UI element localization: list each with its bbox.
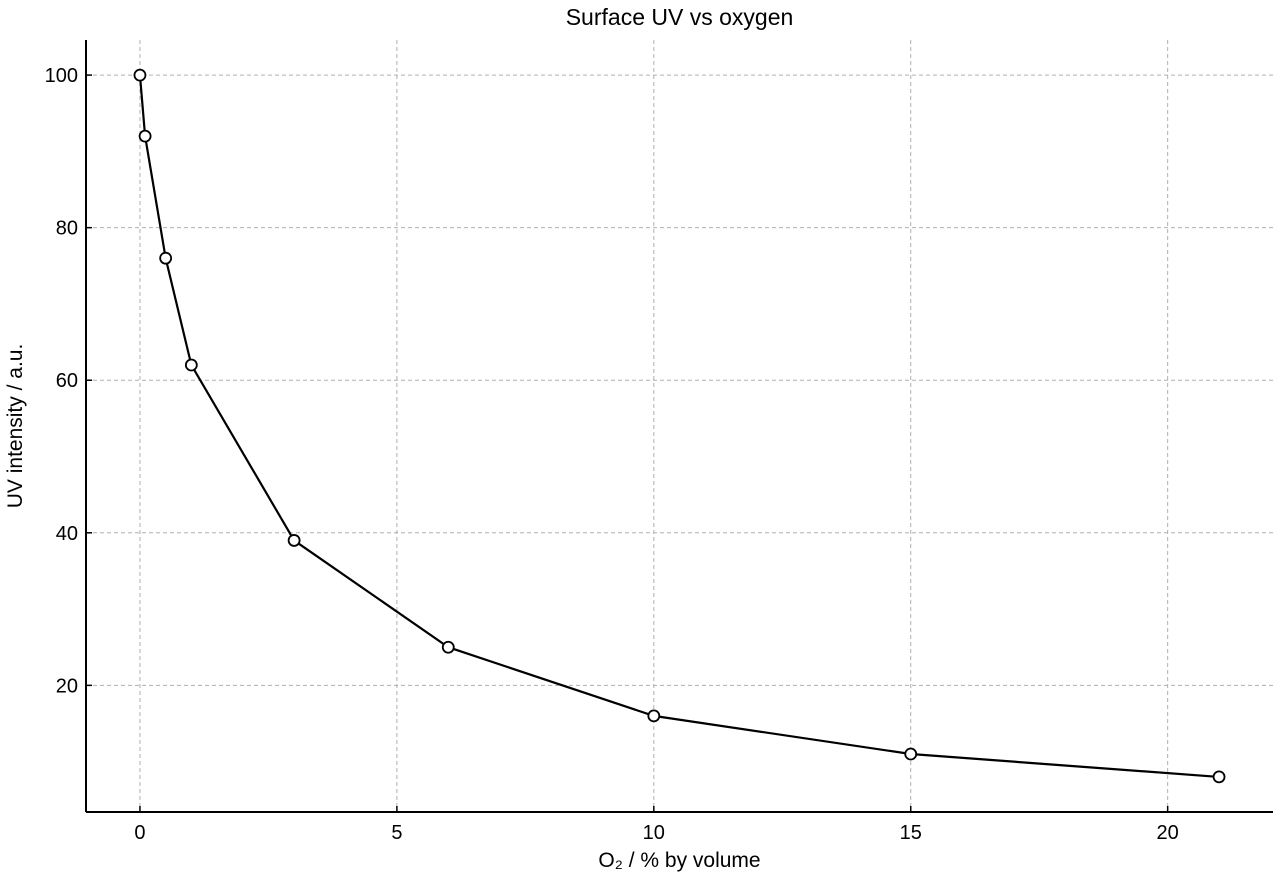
x-tick-label: 0: [134, 822, 145, 844]
data-point: [441, 640, 455, 654]
data-point: [159, 251, 173, 265]
series-line: [138, 74, 1220, 779]
data-point: [1212, 770, 1226, 784]
data-point: [184, 358, 198, 372]
y-tick-label: 20: [56, 675, 78, 697]
chart-title: Surface UV vs oxygen: [566, 4, 794, 30]
y-axis-label: UV intensity / a.u.: [4, 344, 27, 509]
axes: [85, 40, 1273, 813]
grid: [86, 40, 1273, 812]
data-point: [287, 534, 301, 547]
x-axis-label: O₂ / % by volume: [598, 849, 760, 872]
data-point: [904, 747, 918, 761]
y-tick-label: 80: [56, 218, 78, 240]
x-tick-label: 15: [900, 822, 922, 844]
y-tick-label: 60: [56, 370, 78, 392]
data-point: [647, 709, 661, 723]
series: [133, 68, 1226, 784]
x-tick-label: 20: [1157, 822, 1179, 844]
data-point: [138, 129, 152, 143]
data-point: [133, 68, 147, 82]
y-tick-label: 40: [56, 523, 78, 545]
x-tick-label: 10: [643, 822, 665, 844]
ticks: 0 5 10 15 20 20 40 60 80 100: [45, 65, 1179, 844]
x-tick-label: 5: [391, 822, 402, 844]
y-tick-label: 100: [45, 65, 78, 87]
